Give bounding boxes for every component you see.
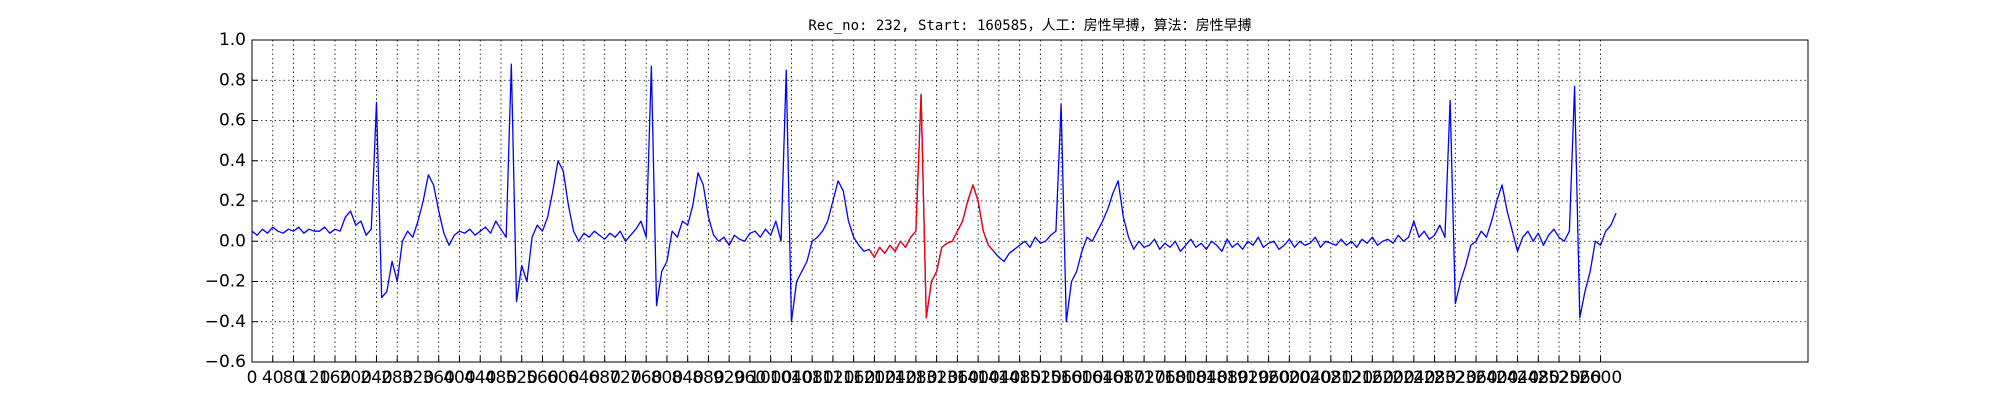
y-tick-label: 1.0 [219,30,246,50]
x-tick-label: 1600 [1060,368,1103,388]
x-tick-label: 760 [630,368,662,388]
x-tick-label: 720 [609,368,641,388]
x-tick-label: 400 [443,368,475,388]
x-tick-label: 1120 [811,368,854,388]
x-tick-label: 1640 [1081,368,1124,388]
x-tick-label: 200 [340,368,372,388]
x-tick-label: 1160 [832,368,875,388]
series-line [868,93,995,319]
x-tick-label: 1360 [936,368,979,388]
y-tick-label: −0.2 [205,272,246,292]
x-tick-label: 840 [671,368,703,388]
x-tick-label: 1280 [894,368,937,388]
y-tick-label: 0.2 [219,191,246,211]
x-tick-label: 1200 [853,368,896,388]
x-tick-label: 2200 [1371,368,1414,388]
x-tick-label: 880 [692,368,724,388]
x-tick-label: 800 [651,368,683,388]
x-tick-label: 480 [485,368,517,388]
x-tick-label: 2600 [1579,368,1622,388]
x-tick-label: 2280 [1413,368,1456,388]
x-tick-label: 440 [464,368,496,388]
x-tick-label: 2160 [1351,368,1394,388]
y-tick-label: −0.4 [205,312,246,332]
chart-title: Rec_no: 232, Start: 160585，人工：房性早搏，算法：房性… [808,17,1251,34]
x-tick-label: 1680 [1102,368,1145,388]
x-tick-label: 640 [568,368,600,388]
x-tick-label: 120 [298,368,330,388]
plot-frame [251,39,1809,363]
x-tick-label: 960 [734,368,766,388]
x-tick-label: 2520 [1537,368,1580,388]
x-tick-label: 1960 [1247,368,1290,388]
x-tick-label: 360 [422,368,454,388]
y-tick-label: 0.4 [219,151,246,171]
x-tick-label: 2240 [1392,368,1435,388]
x-tick-label: 2320 [1434,368,1477,388]
y-tick-label: −0.6 [205,352,246,372]
x-tick-label: 1040 [770,368,813,388]
x-tick-label: 520 [505,368,537,388]
x-tick-label: 1440 [977,368,1020,388]
x-tick-label: 1240 [874,368,917,388]
x-tick-label: 2480 [1517,368,1560,388]
x-tick-label: 1560 [1039,368,1082,388]
x-tick-label: 1320 [915,368,958,388]
x-tick-label: 560 [526,368,558,388]
x-tick-label: 280 [381,368,413,388]
x-tick-label: 0 [247,368,258,388]
x-tick-label: 600 [547,368,579,388]
x-tick-label: 1000 [749,368,792,388]
x-tick-label: 1760 [1143,368,1186,388]
x-tick-label: 2440 [1496,368,1539,388]
x-tick-label: 1840 [1185,368,1228,388]
x-tick-label: 2000 [1268,368,1311,388]
x-tick-label: 2080 [1309,368,1352,388]
x-tick-label: 2120 [1330,368,1373,388]
x-tick-label: 40 [262,368,284,388]
x-tick-label: 1080 [791,368,834,388]
x-tick-label: 2400 [1475,368,1518,388]
x-tick-label: 80 [283,368,305,388]
x-tick-label: 160 [319,368,351,388]
x-tick-label: 1400 [957,368,1000,388]
y-tick-label: 0.0 [219,231,246,251]
x-tick-label: 1800 [1164,368,1207,388]
x-tick-label: 2560 [1558,368,1601,388]
series-line [251,63,1617,323]
x-tick-label: 1520 [1019,368,1062,388]
x-tick-label: 1920 [1226,368,1269,388]
x-tick-label: 1480 [998,368,1041,388]
x-tick-label: 1720 [1122,368,1165,388]
x-tick-label: 320 [402,368,434,388]
x-tick-label: 2360 [1454,368,1497,388]
x-tick-label: 2040 [1288,368,1331,388]
x-tick-label: 920 [713,368,745,388]
x-tick-label: 1880 [1205,368,1248,388]
x-tick-label: 240 [360,368,392,388]
x-tick-label: 680 [588,368,620,388]
y-tick-label: 0.8 [219,70,246,90]
y-tick-label: 0.6 [219,111,246,131]
